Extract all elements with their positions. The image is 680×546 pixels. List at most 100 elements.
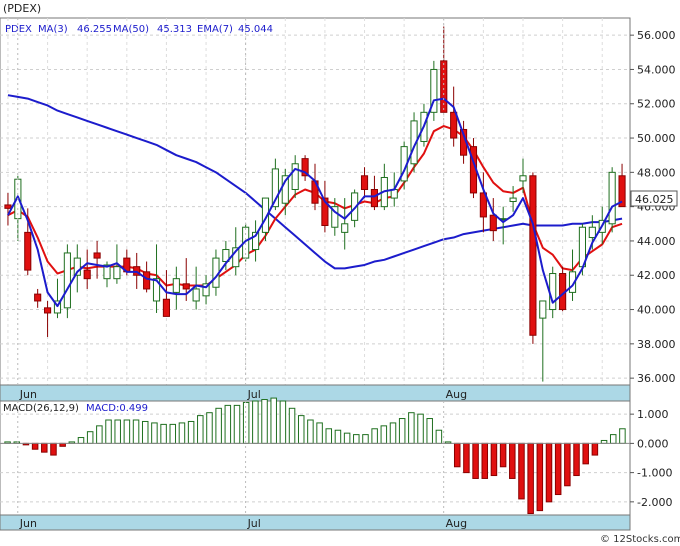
macd-bar xyxy=(325,428,333,444)
candle xyxy=(479,172,487,233)
macd-bar xyxy=(233,404,241,444)
macd-tick-label: 0.000 xyxy=(637,437,669,450)
macd-bar xyxy=(132,419,140,444)
candle xyxy=(489,198,497,241)
macd-bar xyxy=(343,432,351,444)
candle-body xyxy=(162,298,170,317)
month-label: Jun xyxy=(19,388,37,401)
ma50-line xyxy=(7,94,623,270)
macd-bar xyxy=(187,420,195,444)
macd-bar xyxy=(297,415,305,444)
candle xyxy=(608,167,616,233)
candle xyxy=(430,60,438,121)
macd-bar xyxy=(206,412,213,444)
candle-body xyxy=(341,223,349,233)
macd-bar xyxy=(160,423,167,444)
macd-bar xyxy=(224,404,232,444)
candle-body xyxy=(291,163,299,190)
candle-body xyxy=(24,231,32,271)
candle xyxy=(44,300,52,337)
candle xyxy=(360,167,369,199)
candle xyxy=(83,249,91,289)
macd-value: MACD:0.499 xyxy=(86,403,148,414)
macd-month-band xyxy=(0,514,631,531)
month-label: Jun xyxy=(19,517,37,530)
macd-bar xyxy=(270,397,277,444)
candle xyxy=(370,175,378,211)
price-tick-label: 56.000 xyxy=(637,29,676,42)
candle xyxy=(321,180,329,233)
macd-bar xyxy=(353,434,360,444)
macd-bar xyxy=(408,412,415,444)
macd-bar xyxy=(545,442,553,503)
macd-bar xyxy=(279,400,287,444)
macd-bar xyxy=(380,425,388,444)
candle xyxy=(281,168,289,216)
candle-body xyxy=(430,68,438,113)
price-axis: 56.00054.00052.00050.00048.00046.00044.0… xyxy=(630,29,676,385)
macd-tick-label: -2.000 xyxy=(637,496,672,509)
ma3-path xyxy=(7,97,623,308)
candle-body xyxy=(73,257,81,276)
candle-body xyxy=(450,111,458,139)
macd-bar xyxy=(86,431,94,444)
candle-body xyxy=(618,175,626,208)
macd-bar xyxy=(573,442,580,477)
candle xyxy=(301,155,309,181)
last-price-value: 46.025 xyxy=(635,193,674,206)
candle-body xyxy=(44,307,52,314)
candle-body xyxy=(479,192,487,218)
macd-bar xyxy=(114,419,121,444)
macd-bar xyxy=(316,422,323,444)
macd-bar xyxy=(77,437,85,444)
macd-label: MACD(26,12,9) xyxy=(3,403,79,414)
macd-panel xyxy=(0,400,631,531)
last-price-tag: 46.025 xyxy=(630,190,678,207)
macd-bar xyxy=(288,407,296,444)
month-label: Aug xyxy=(446,517,467,530)
candle-body xyxy=(93,252,101,259)
macd-tick-label: -1.000 xyxy=(637,467,672,480)
macd-bar xyxy=(123,419,131,444)
macd-bar xyxy=(490,442,498,477)
candle-body xyxy=(222,249,230,263)
macd-bar xyxy=(481,442,489,479)
candle-body xyxy=(281,175,289,204)
candle xyxy=(331,198,339,236)
legend-ma50-label: MA(50) xyxy=(113,24,149,35)
macd-bar xyxy=(398,418,406,444)
candle xyxy=(63,244,71,319)
candle-body xyxy=(519,175,527,182)
price-tick-label: 40.000 xyxy=(637,304,676,317)
candle-body xyxy=(261,197,270,233)
price-tick-label: 38.000 xyxy=(637,338,676,351)
candle xyxy=(152,244,161,313)
macd-bar xyxy=(435,429,443,444)
candle xyxy=(539,300,547,382)
candle-body xyxy=(232,247,240,268)
macd-bar xyxy=(105,419,112,444)
candle-body xyxy=(182,283,190,290)
footer-credit: © 12Stocks.com xyxy=(600,534,680,545)
candle-body xyxy=(4,204,12,209)
candle-body xyxy=(192,288,200,302)
candle-body xyxy=(588,226,596,239)
candle xyxy=(93,240,101,279)
macd-tick-label: 1.000 xyxy=(637,408,669,421)
macd-bar xyxy=(261,399,268,444)
macd-bar xyxy=(242,401,250,444)
macd-bar xyxy=(582,442,589,465)
month-label: Aug xyxy=(446,388,467,401)
macd-axis: 1.000 0.000 -1.000 -2.000 xyxy=(630,408,672,509)
candle-body xyxy=(351,192,359,221)
candle-body xyxy=(63,252,71,309)
candle xyxy=(222,240,230,271)
legend-ticker: PDEX xyxy=(5,24,32,35)
price-tick-label: 42.000 xyxy=(637,269,676,282)
macd-bar xyxy=(252,400,259,444)
price-month-band xyxy=(0,384,631,402)
macd-bar xyxy=(509,442,516,479)
macd-bar xyxy=(362,434,369,444)
candle-body xyxy=(172,278,180,293)
candle-body xyxy=(509,197,517,203)
